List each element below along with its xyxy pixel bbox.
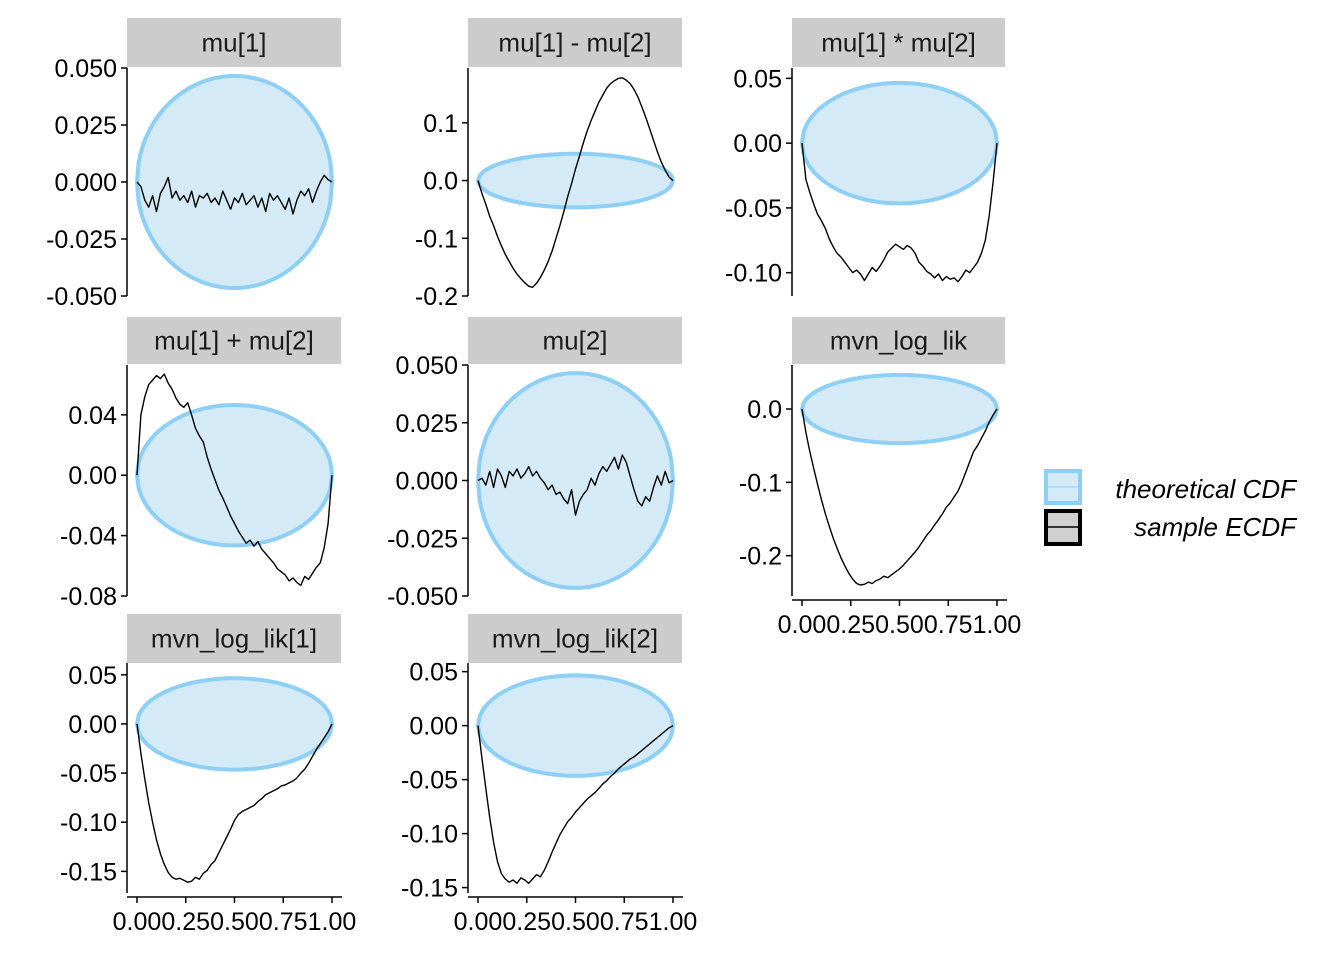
legend-label-theoretical: theoretical CDF <box>1115 474 1298 504</box>
theoretical-cdf-band <box>476 673 675 778</box>
y-tick-label: 0.000 <box>395 468 458 496</box>
facet-title: mvn_log_lik[1] <box>151 624 317 654</box>
facet-strip <box>127 18 341 67</box>
facet-title: mu[1] * mu[2] <box>821 28 976 58</box>
facet-title: mu[2] <box>542 326 607 356</box>
y-tick-label: -0.10 <box>725 260 782 288</box>
facet-strip <box>792 18 1005 67</box>
facet-title: mu[1] - mu[2] <box>498 28 651 58</box>
sample-ecdf-line <box>477 724 674 884</box>
facet-strip <box>468 614 682 663</box>
facet-strip <box>468 18 682 67</box>
y-tick-label: -0.025 <box>387 525 458 553</box>
y-tick-label: -0.050 <box>387 583 458 611</box>
y-tick-label: -0.050 <box>46 283 117 311</box>
y-tick-label: 0.025 <box>54 112 117 140</box>
x-tick-label: 0.00 <box>778 611 827 639</box>
y-tick-label: -0.15 <box>401 875 458 903</box>
y-tick-label: 0.00 <box>409 713 458 741</box>
facet-panel: mu[1] + mu[2] -0.08 -0.04 0.00 0.04 <box>60 317 341 611</box>
y-tick-label: -0.05 <box>725 195 782 223</box>
facet-strip <box>127 614 341 663</box>
x-tick-label: 0.75 <box>600 908 649 936</box>
x-tick-label: 0.50 <box>551 908 600 936</box>
x-tick-label: 1.00 <box>973 611 1022 639</box>
y-tick-label: 0.05 <box>68 662 117 690</box>
y-tick-label: -0.05 <box>401 767 458 795</box>
facet-panel: mu[1] - mu[2] -0.2 -0.1 0.0 0.1 <box>415 18 682 311</box>
facet-panel: mvn_log_lik -0.2 -0.1 0.0 0.00 0.25 0.50 0.75 1.… <box>739 317 1021 639</box>
y-tick-label: -0.15 <box>60 858 117 886</box>
y-tick-label: -0.025 <box>46 226 117 254</box>
facet-title: mvn_log_lik[2] <box>492 624 658 654</box>
facet-title: mu[1] + mu[2] <box>154 326 314 356</box>
y-tick-label: -0.08 <box>60 583 117 611</box>
y-tick-label: 0.000 <box>54 169 117 197</box>
x-tick-label: 0.50 <box>875 611 924 639</box>
x-tick-label: 1.00 <box>308 908 357 936</box>
facet-panel: mvn_log_lik[1] -0.15 -0.10 -0.05 0.00 0.05 0.0… <box>60 614 356 936</box>
theoretical-cdf-band <box>800 372 999 446</box>
x-tick-label: 0.50 <box>210 908 259 936</box>
x-tick-label: 0.75 <box>924 611 973 639</box>
x-tick-label: 0.00 <box>113 908 162 936</box>
y-tick-label: -0.2 <box>739 543 782 571</box>
sample-ecdf-line <box>801 408 998 586</box>
y-tick-label: 0.1 <box>423 110 458 138</box>
x-tick-label: 0.00 <box>454 908 503 936</box>
y-tick-label: 0.05 <box>733 65 782 93</box>
facet-panel: mvn_log_lik[2] -0.15 -0.10 -0.05 0.00 0.05 0.0… <box>401 614 697 936</box>
facet-panel: mu[2] -0.050 -0.025 0.000 0.025 0.050 <box>387 317 682 611</box>
x-tick-label: 0.25 <box>161 908 210 936</box>
y-tick-label: 0.050 <box>395 352 458 380</box>
facet-strip <box>468 317 682 364</box>
y-tick-label: -0.05 <box>60 760 117 788</box>
y-tick-label: -0.1 <box>739 469 782 497</box>
x-tick-label: 0.25 <box>502 908 551 936</box>
legend-label-sample: sample ECDF <box>1134 512 1298 542</box>
y-tick-label: -0.10 <box>60 809 117 837</box>
facet-title: mu[1] <box>201 28 266 58</box>
y-tick-label: -0.1 <box>415 225 458 253</box>
sample-ecdf-line <box>136 373 333 587</box>
x-tick-label: 0.75 <box>259 908 308 936</box>
y-tick-label: 0.0 <box>423 168 458 196</box>
y-tick-label: -0.10 <box>401 821 458 849</box>
y-tick-label: 0.00 <box>68 711 117 739</box>
legend: theoretical CDF sample ECDF <box>1044 469 1298 546</box>
facet-strip <box>792 317 1005 364</box>
theoretical-cdf-band <box>800 80 999 206</box>
theoretical-cdf-band <box>476 151 675 210</box>
facet-panel: mu[1] -0.050 -0.025 0.000 0.025 0.050 <box>46 18 341 311</box>
facet-panel: mu[1] * mu[2] -0.10 -0.05 0.00 0.05 <box>725 18 1005 296</box>
sample-ecdf-line <box>477 77 674 288</box>
y-tick-label: 0.0 <box>747 396 782 424</box>
sample-ecdf-line <box>136 723 333 883</box>
facet-strip <box>127 317 341 364</box>
x-tick-label: 1.00 <box>649 908 698 936</box>
y-tick-label: 0.00 <box>68 462 117 490</box>
sample-ecdf-line <box>801 143 998 283</box>
y-tick-label: 0.050 <box>54 55 117 83</box>
theoretical-cdf-band <box>135 676 334 772</box>
y-tick-label: 0.00 <box>733 130 782 158</box>
sample-ecdf-line <box>477 454 674 516</box>
x-tick-label: 0.25 <box>826 611 875 639</box>
y-tick-label: -0.04 <box>60 523 117 551</box>
y-tick-label: 0.05 <box>409 659 458 687</box>
sample-ecdf-line <box>136 174 333 215</box>
y-tick-label: 0.04 <box>68 402 117 430</box>
facet-title: mvn_log_lik <box>830 326 968 356</box>
y-tick-label: 0.025 <box>395 410 458 438</box>
y-tick-label: -0.2 <box>415 283 458 311</box>
